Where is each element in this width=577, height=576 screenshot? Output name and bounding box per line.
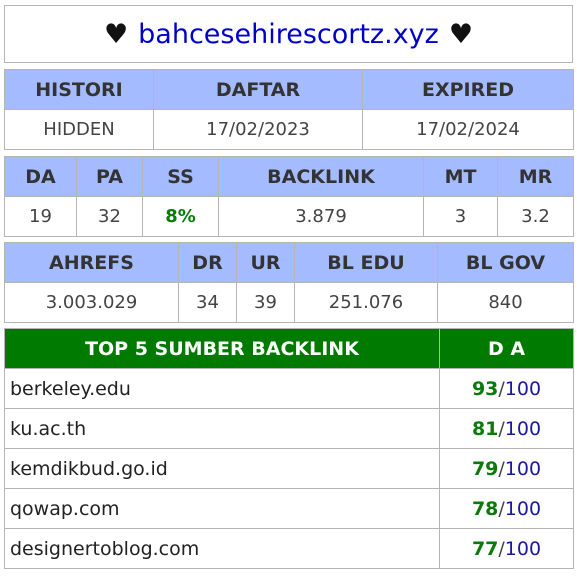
header-ur: UR (236, 242, 295, 283)
source-da-max: 100 (504, 417, 542, 440)
header-histori: HISTORI (4, 69, 154, 110)
source-da-value: 78 (471, 497, 499, 520)
source-da-value: 77 (471, 537, 499, 560)
value-dr: 34 (178, 282, 237, 323)
source-domain: ku.ac.th (4, 408, 440, 449)
source-da-max: 100 (504, 497, 542, 520)
source-da-cell: 81/100 (439, 408, 574, 449)
domain-info-table: HISTORI DAFTAR EXPIRED HIDDEN 17/02/2023… (4, 69, 574, 150)
header-ss: SS (142, 156, 219, 197)
header-backlink: BACKLINK (218, 156, 424, 197)
da-separator: / (498, 537, 505, 560)
header-bl-edu: BL EDU (294, 242, 438, 283)
source-da-max: 100 (504, 377, 542, 400)
table-row: qowap.com 78/100 (4, 488, 574, 529)
header-da: DA (4, 156, 77, 197)
value-ahrefs: 3.003.029 (4, 282, 179, 323)
header-daftar: DAFTAR (153, 69, 363, 110)
ahrefs-metrics-table: AHREFS DR UR BL EDU BL GOV 3.003.029 34 … (4, 242, 574, 323)
header-ahrefs: AHREFS (4, 242, 179, 283)
value-bl-gov: 840 (437, 282, 574, 323)
source-da-value: 93 (471, 377, 499, 400)
value-histori: HIDDEN (4, 109, 154, 150)
source-da-value: 79 (471, 457, 499, 480)
source-da-cell: 77/100 (439, 528, 574, 569)
header-top-sources: TOP 5 SUMBER BACKLINK (4, 328, 440, 369)
value-mt: 3 (423, 196, 498, 237)
value-da: 19 (4, 196, 77, 237)
value-bl-edu: 251.076 (294, 282, 438, 323)
header-bl-gov: BL GOV (437, 242, 574, 283)
value-daftar: 17/02/2023 (153, 109, 363, 150)
source-da-cell: 78/100 (439, 488, 574, 529)
da-separator: / (498, 497, 505, 520)
da-separator: / (498, 457, 505, 480)
da-separator: / (498, 377, 505, 400)
da-separator: / (498, 417, 505, 440)
value-pa: 32 (76, 196, 143, 237)
header-expired: EXPIRED (362, 69, 574, 110)
value-expired: 17/02/2024 (362, 109, 574, 150)
source-da-cell: 79/100 (439, 448, 574, 489)
value-ss: 8% (142, 196, 219, 237)
source-domain: berkeley.edu (4, 368, 440, 409)
header-mr: MR (497, 156, 574, 197)
table-row: berkeley.edu 93/100 (4, 368, 574, 409)
table-row: kemdikbud.go.id 79/100 (4, 448, 574, 489)
source-da-max: 100 (504, 537, 542, 560)
source-domain: designertoblog.com (4, 528, 440, 569)
site-title-box: ♥ bahcesehirescortz.xyz ♥ (4, 5, 573, 63)
table-row: ku.ac.th 81/100 (4, 408, 574, 449)
header-pa: PA (76, 156, 143, 197)
heart-icon: ♥ (103, 18, 129, 50)
value-ur: 39 (236, 282, 295, 323)
site-domain: bahcesehirescortz.xyz (138, 18, 439, 50)
table-row: designertoblog.com 77/100 (4, 528, 574, 569)
value-backlink: 3.879 (218, 196, 424, 237)
source-da-max: 100 (504, 457, 542, 480)
header-mt: MT (423, 156, 498, 197)
source-domain: kemdikbud.go.id (4, 448, 440, 489)
header-source-da: D A (439, 328, 574, 369)
source-da-cell: 93/100 (439, 368, 574, 409)
value-mr: 3.2 (497, 196, 574, 237)
source-da-value: 81 (471, 417, 499, 440)
moz-metrics-table: DA PA SS BACKLINK MT MR 19 32 8% 3.879 3… (4, 156, 574, 237)
top-sources-table: TOP 5 SUMBER BACKLINK D A berkeley.edu 9… (4, 328, 574, 569)
heart-icon: ♥ (448, 18, 474, 50)
source-domain: qowap.com (4, 488, 440, 529)
header-dr: DR (178, 242, 237, 283)
